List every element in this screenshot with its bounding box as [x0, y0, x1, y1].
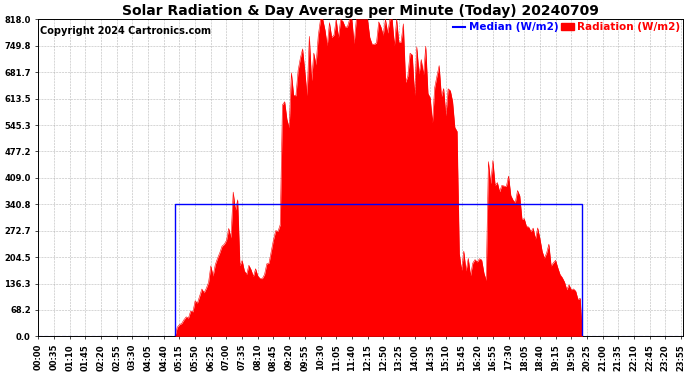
- Legend: Median (W/m2), Radiation (W/m2): Median (W/m2), Radiation (W/m2): [452, 21, 681, 33]
- Title: Solar Radiation & Day Average per Minute (Today) 20240709: Solar Radiation & Day Average per Minute…: [122, 4, 599, 18]
- Text: Copyright 2024 Cartronics.com: Copyright 2024 Cartronics.com: [40, 26, 210, 36]
